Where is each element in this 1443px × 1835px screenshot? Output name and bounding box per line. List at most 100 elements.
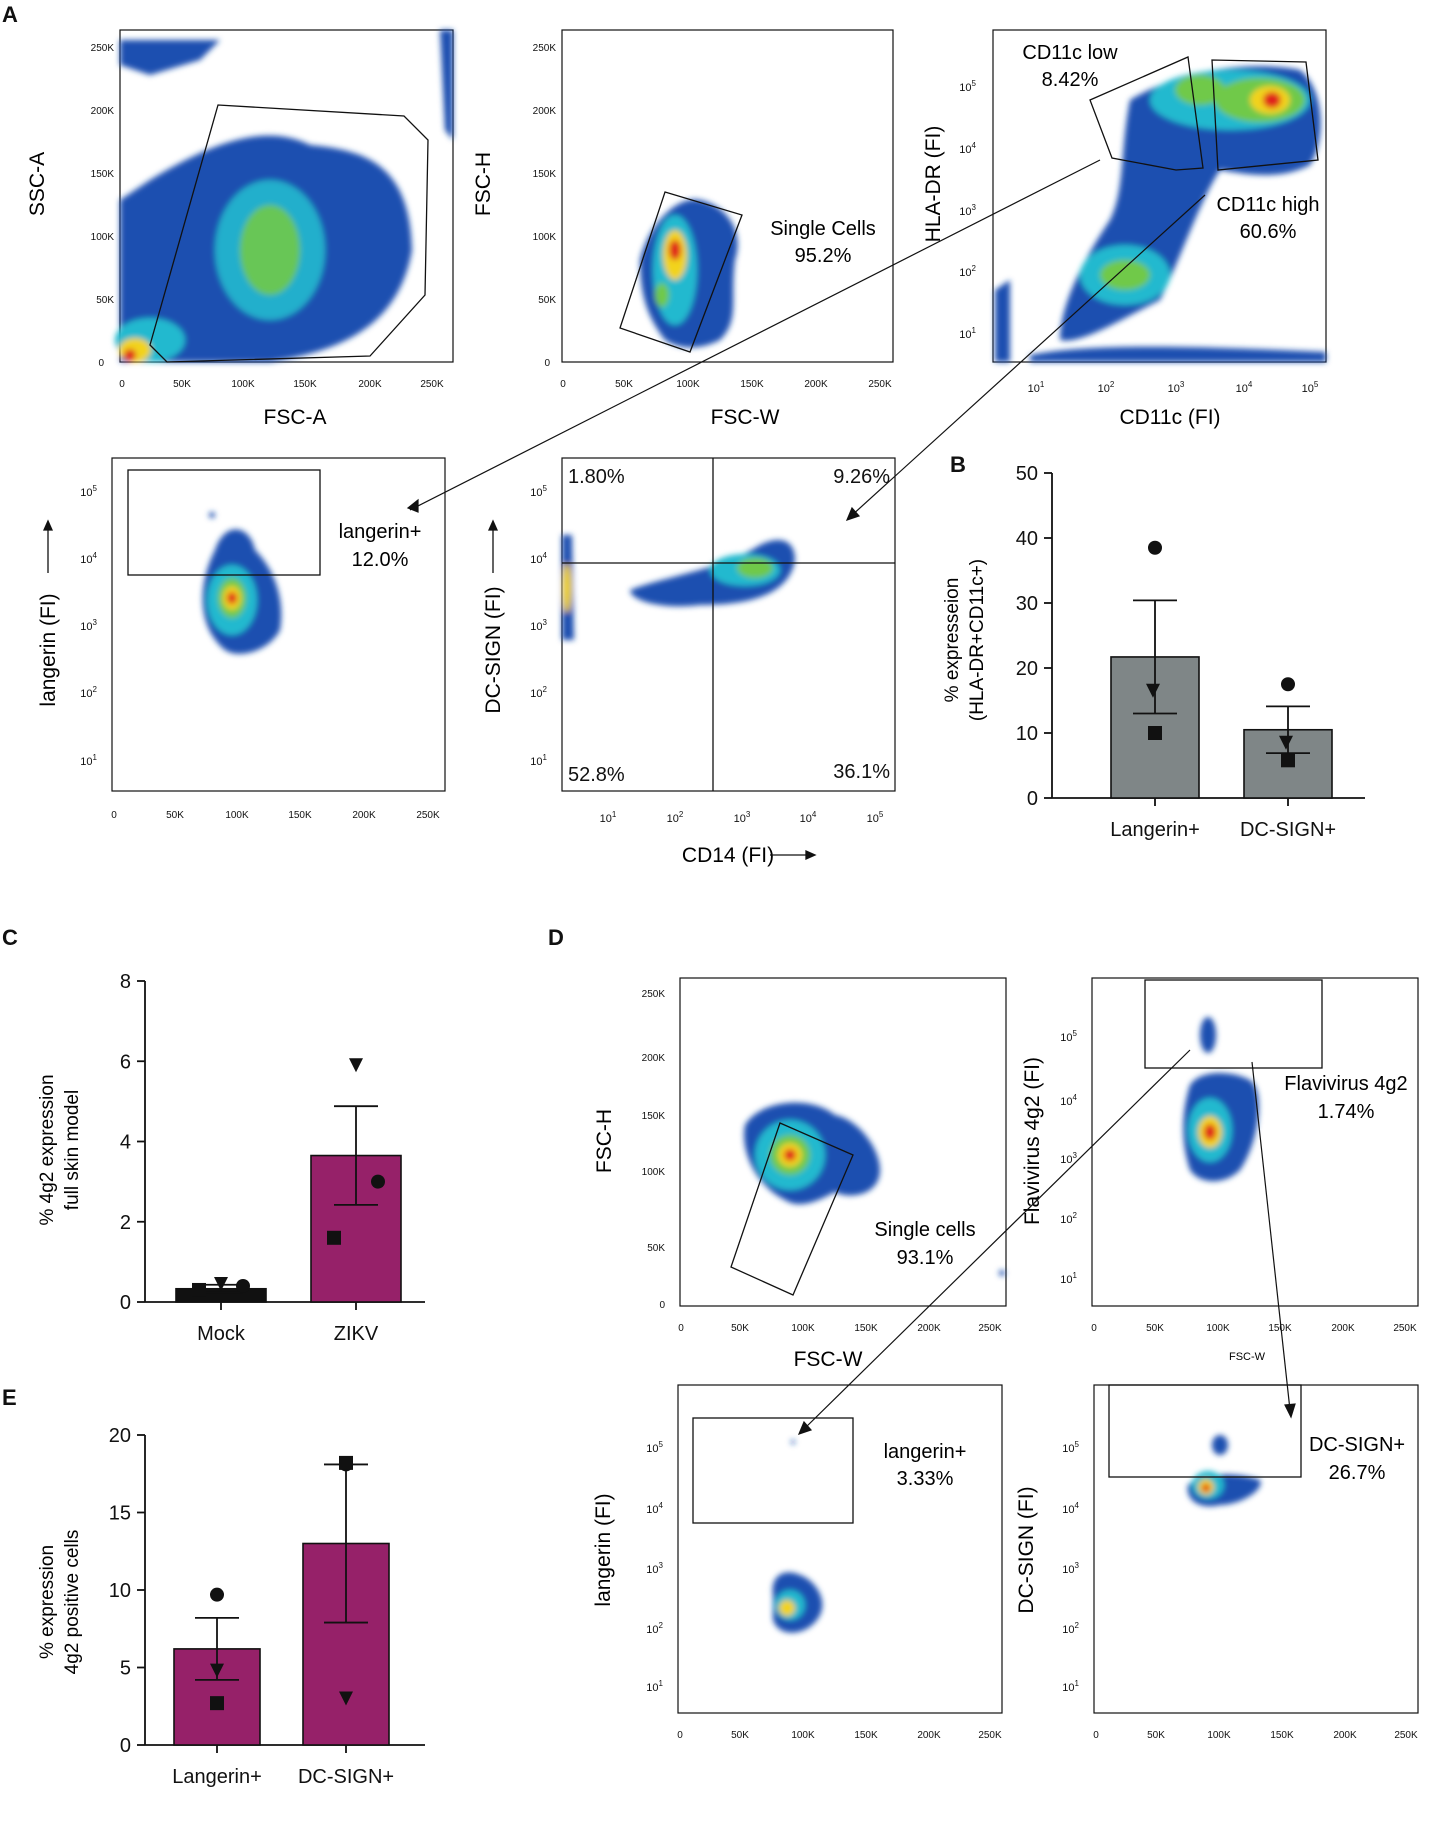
panel-letter-d: D — [548, 925, 564, 950]
y-axis-label-line2: full skin model — [62, 1090, 83, 1210]
y-tick: 150K — [642, 1111, 666, 1122]
x-tick-label: Langerin+ — [172, 1766, 262, 1788]
y-tick-label: 8 — [120, 971, 131, 993]
y-tick: 200K — [91, 106, 115, 117]
data-point-square — [1281, 753, 1295, 768]
gate-label-cd11c-high: CD11c high — [1216, 194, 1319, 216]
data-point-circle — [236, 1278, 250, 1293]
y-axis-label-line1: % expression — [37, 1545, 58, 1659]
y-axis-label: Flavivirus 4g2 (FI) — [1021, 1057, 1044, 1225]
data-point-square — [339, 1455, 353, 1470]
gate-label-single-cells: Single cells — [874, 1219, 975, 1241]
y-tick-label: 0 — [1027, 788, 1038, 810]
y-tick: 50K — [96, 295, 114, 306]
y-axis-label-line1: % 4g2 expression — [37, 1074, 58, 1225]
quadrant-bottom-left: 52.8% — [568, 764, 625, 786]
x-tick: 0 — [560, 379, 566, 390]
y-axis-label: HLA-DR (FI) — [922, 126, 945, 243]
x-tick: 50K — [731, 1730, 749, 1741]
y-tick: 104 — [80, 551, 97, 566]
gate-value-flavivirus: 1.74% — [1318, 1101, 1375, 1123]
panel-letter-e: E — [2, 1385, 17, 1410]
x-tick: 100K — [676, 379, 700, 390]
x-tick: 0 — [1093, 1730, 1099, 1741]
x-tick: 250K — [420, 379, 444, 390]
x-tick: 250K — [416, 810, 440, 821]
x-tick: 150K — [854, 1323, 878, 1334]
y-axis-label: DC-SIGN (FI) — [482, 586, 505, 713]
x-axis-label: CD14 (FI) — [682, 844, 774, 867]
y-tick: 101 — [1062, 1679, 1079, 1694]
x-tick: 0 — [1091, 1323, 1097, 1334]
data-point-triangle — [339, 1691, 353, 1706]
x-tick: 0 — [678, 1323, 684, 1334]
x-tick: 250K — [978, 1730, 1002, 1741]
y-tick: 101 — [80, 753, 97, 768]
bar-chart-e: % expression 4g2 positive cells 0 5 10 15 20… — [37, 1425, 425, 1788]
gate-value-single-cells: 93.1% — [897, 1247, 954, 1269]
y-tick: 102 — [1060, 1211, 1077, 1226]
y-tick-label: 10 — [1016, 723, 1038, 745]
y-tick-label: 10 — [109, 1580, 131, 1602]
y-tick: 103 — [1062, 1561, 1079, 1576]
x-tick: 200K — [352, 810, 376, 821]
x-tick: 250K — [1393, 1323, 1417, 1334]
arrow-icon — [42, 519, 54, 573]
x-tick: 104 — [1236, 380, 1253, 395]
data-point-square — [1148, 726, 1162, 740]
data-point-square — [210, 1696, 224, 1711]
data-point-square — [327, 1230, 341, 1245]
y-tick-label: 20 — [109, 1425, 131, 1447]
y-axis-label: DC-SIGN (FI) — [1015, 1486, 1038, 1613]
y-tick: 250K — [642, 989, 666, 1000]
x-tick: 250K — [978, 1323, 1002, 1334]
y-tick: 104 — [530, 551, 547, 566]
x-tick: 250K — [1394, 1730, 1418, 1741]
y-axis-label: FSC-H — [472, 152, 495, 216]
x-tick: 50K — [731, 1323, 749, 1334]
x-tick: 50K — [1147, 1730, 1165, 1741]
quadrant-top-left: 1.80% — [568, 466, 625, 488]
x-tick: 150K — [1268, 1323, 1292, 1334]
y-tick: 0 — [659, 1300, 665, 1311]
flow-plot-cd14-dc-sign: 1.80% 9.26% 52.8% 36.1% 101 102 103 104 … — [482, 457, 896, 867]
y-tick: 250K — [91, 43, 115, 54]
y-tick: 150K — [91, 169, 115, 180]
x-axis-label: FSC-A — [264, 406, 327, 429]
density-cloud — [1187, 1435, 1261, 1507]
x-tick: 150K — [293, 379, 317, 390]
y-tick-label: 6 — [120, 1051, 131, 1073]
flow-plot-d-flavivirus: Flavivirus 4g2 1.74% 101 102 103 104 105… — [1021, 977, 1419, 1363]
y-tick-label: 50 — [1016, 463, 1038, 485]
y-tick: 0 — [98, 358, 104, 369]
y-tick-label: 4 — [120, 1132, 131, 1154]
x-tick: 200K — [1331, 1323, 1355, 1334]
x-tick: 102 — [1098, 380, 1115, 395]
gate-label-langerin: langerin+ — [884, 1441, 967, 1463]
x-tick: 50K — [615, 379, 633, 390]
density-cloud — [115, 30, 453, 362]
y-tick: 102 — [959, 264, 976, 279]
y-tick: 105 — [530, 484, 547, 499]
quadrant-bottom-right: 36.1% — [833, 761, 890, 783]
y-tick-label: 0 — [120, 1735, 131, 1757]
x-tick-label: Mock — [197, 1323, 246, 1345]
x-tick: 50K — [173, 379, 191, 390]
x-tick: 200K — [1333, 1730, 1357, 1741]
y-axis-label: langerin (FI) — [592, 1493, 615, 1606]
y-axis-label-line1: % expresseion — [942, 578, 963, 703]
x-tick: 50K — [166, 810, 184, 821]
x-tick: 250K — [868, 379, 892, 390]
y-tick: 100K — [533, 232, 557, 243]
x-axis-label: FSC-W — [711, 406, 780, 429]
gate-label-dc-sign: DC-SIGN+ — [1309, 1434, 1405, 1456]
y-tick: 102 — [646, 1621, 663, 1636]
quadrant-top-right: 9.26% — [833, 466, 890, 488]
gate-value-cd11c-high: 60.6% — [1240, 221, 1297, 243]
gate-arrow — [406, 159, 1206, 521]
density-cloud — [772, 1440, 823, 1633]
data-point-square — [192, 1282, 206, 1297]
x-tick-label: DC-SIGN+ — [1240, 819, 1336, 841]
gate-arrow — [797, 1049, 1296, 1435]
